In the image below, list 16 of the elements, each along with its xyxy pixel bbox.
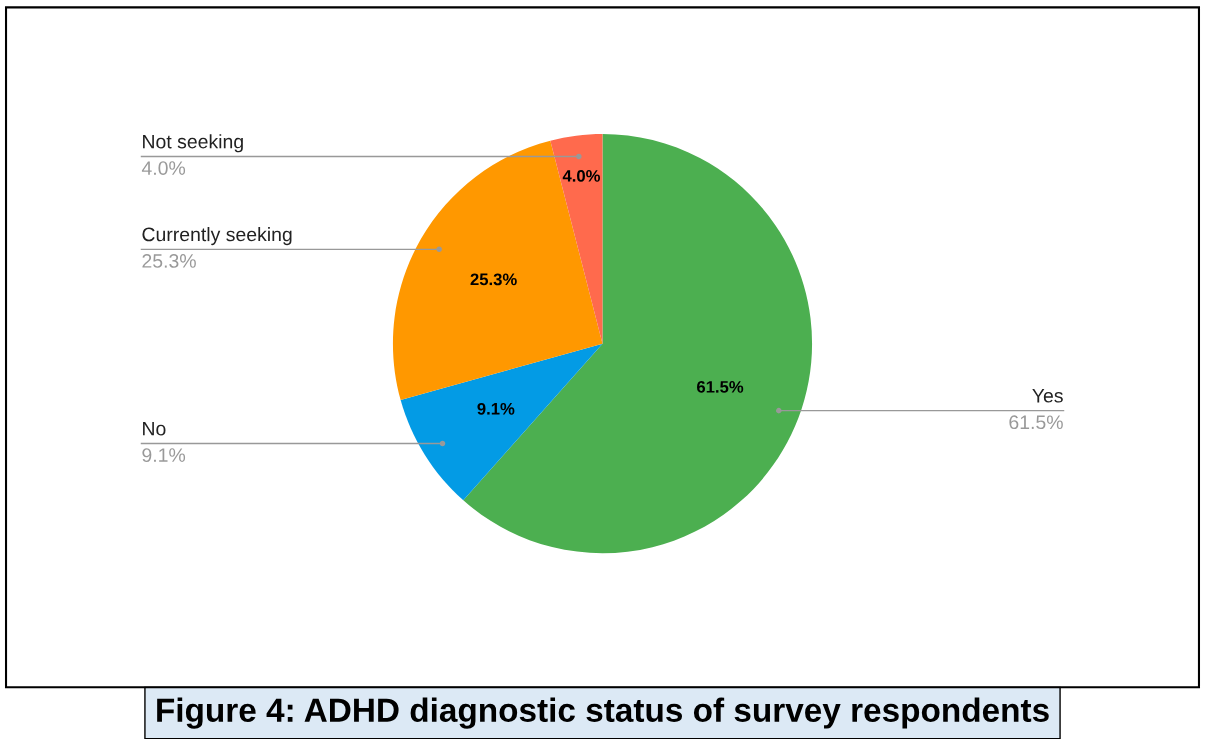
slice-label: Yes <box>1032 389 1063 403</box>
data-label: 61.5% <box>697 380 744 393</box>
slice-label: Currently seeking <box>142 227 292 246</box>
pie-slice <box>463 134 813 554</box>
slice-label: Not seeking <box>143 134 243 153</box>
text: 4.0% <box>141 161 186 175</box>
text: 9.1% <box>142 448 186 463</box>
pie-slice <box>392 140 603 400</box>
text: 25.3% <box>142 254 196 268</box>
pie-slice <box>400 343 603 501</box>
data-label: 25.3% <box>470 273 517 286</box>
text: Figure 4: ADHD diagnostic status of survey respondents <box>157 697 1049 729</box>
slice-label: No <box>143 421 166 436</box>
data-label: 9.1% <box>477 402 515 415</box>
text: 61.5% <box>1009 415 1063 430</box>
data-label: 4.0% <box>562 169 601 182</box>
